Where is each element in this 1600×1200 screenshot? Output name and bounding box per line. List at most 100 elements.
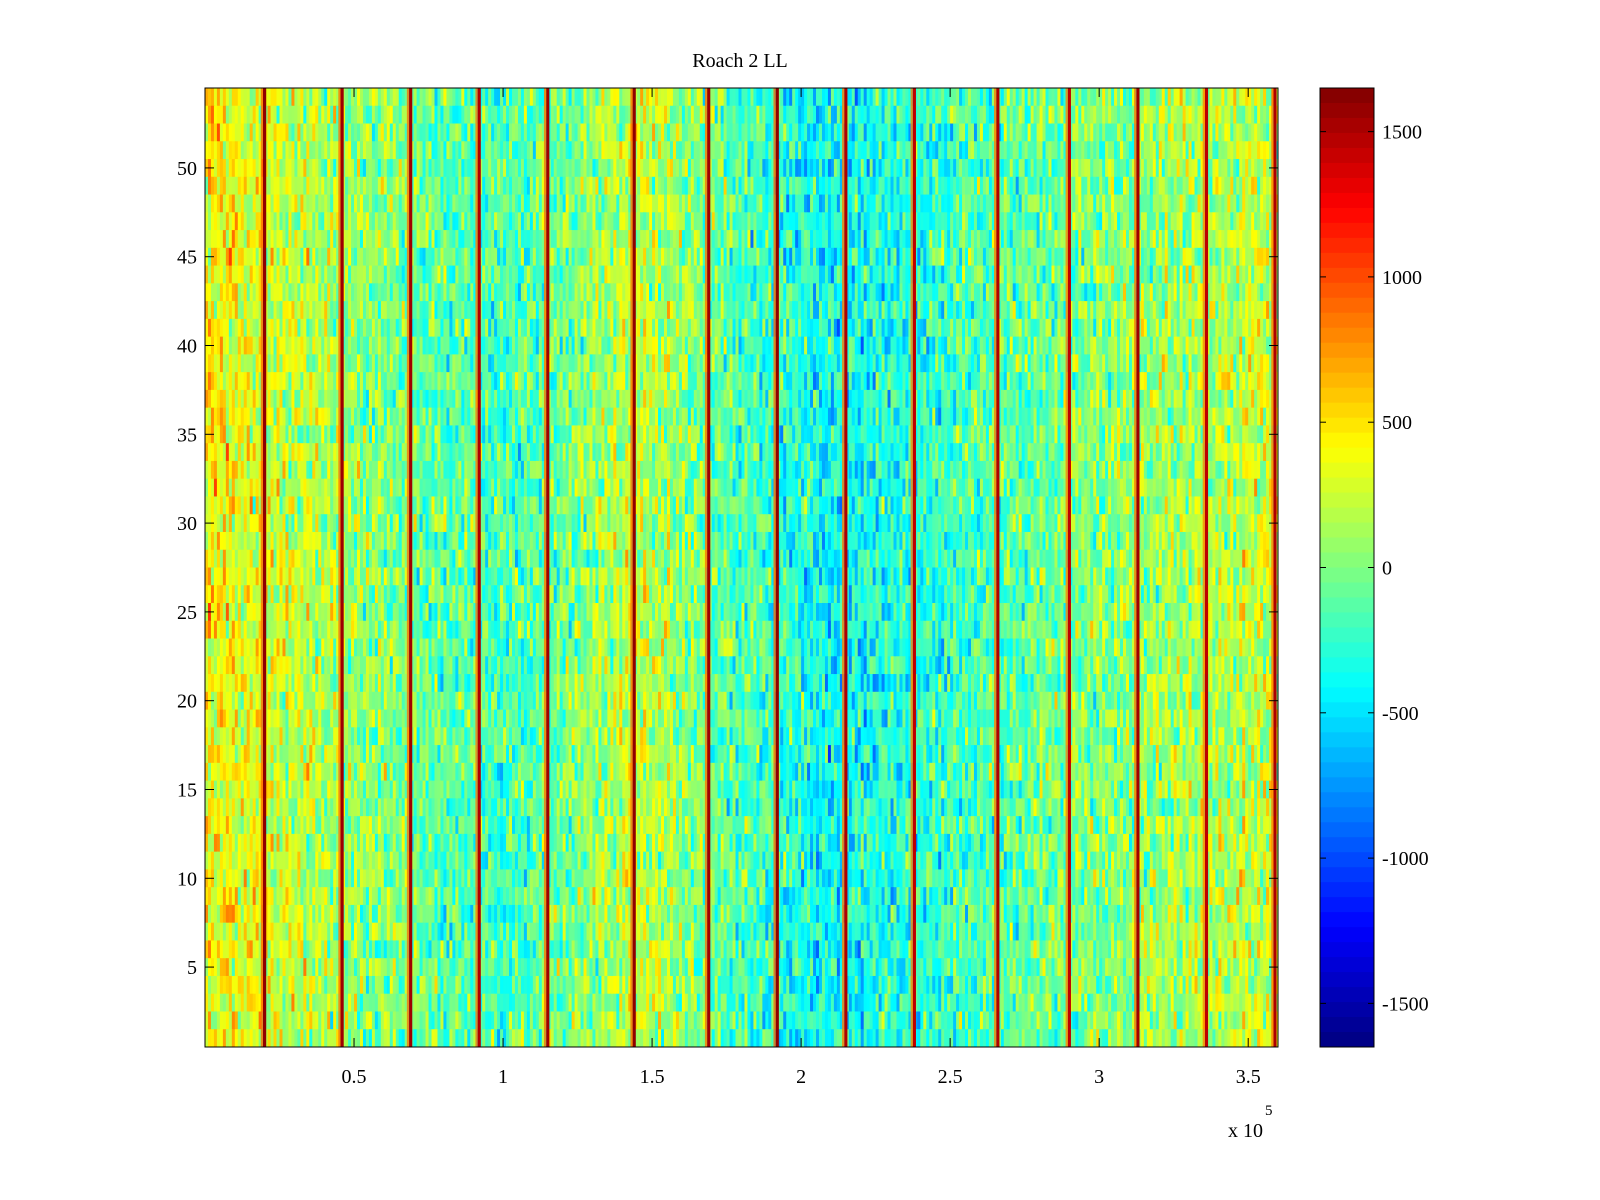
heatmap-cell: [479, 194, 483, 213]
heatmap-cell: [297, 212, 301, 231]
heatmap-cell: [279, 159, 284, 178]
heatmap-cell: [216, 194, 221, 213]
heatmap-cell: [902, 212, 907, 231]
heatmap-cell: [309, 194, 313, 213]
heatmap-cell: [845, 123, 850, 142]
heatmap-cell: [1075, 194, 1079, 213]
heatmap-cell: [699, 265, 704, 284]
heatmap-cell: [818, 247, 823, 267]
heatmap-cell: [914, 159, 918, 178]
heatmap-cell: [923, 194, 927, 213]
heatmap-cell: [735, 141, 740, 160]
heatmap-cell: [905, 230, 910, 249]
heatmap-cell: [517, 141, 522, 160]
heatmap-cell: [810, 194, 814, 213]
heatmap-cell: [845, 105, 850, 125]
heatmap-cell: [589, 265, 594, 284]
heatmap-cell: [359, 265, 364, 284]
heatmap-cell: [658, 123, 662, 142]
heatmap-cell: [1152, 105, 1157, 125]
heatmap-cell: [968, 194, 972, 213]
heatmap-cell: [869, 230, 874, 249]
heatmap-cell: [303, 194, 307, 213]
heatmap-cell: [506, 247, 510, 267]
heatmap-cell: [503, 265, 507, 284]
heatmap-cell: [965, 88, 969, 107]
heatmap-cell: [1161, 105, 1166, 125]
heatmap-cell: [985, 141, 990, 160]
heatmap-cell: [213, 159, 218, 178]
heatmap-cell: [675, 265, 680, 284]
heatmap-cell: [205, 88, 209, 107]
heatmap-cell: [538, 88, 543, 107]
heatmap-cell: [354, 194, 358, 213]
heatmap-cell: [979, 141, 984, 160]
heatmap-cell: [979, 247, 984, 267]
heatmap-cell: [1164, 212, 1169, 231]
heatmap-cell: [625, 176, 629, 196]
heatmap-cell: [273, 105, 278, 125]
heatmap-cell: [485, 194, 489, 213]
heatmap-cell: [878, 230, 883, 249]
heatmap-cell: [1266, 88, 1270, 107]
heatmap-cell: [959, 159, 963, 178]
heatmap-cell: [818, 265, 823, 284]
heatmap-cell: [821, 265, 826, 284]
heatmap-cell: [908, 247, 912, 267]
heatmap-cell: [765, 194, 769, 213]
heatmap-cell: [452, 123, 456, 142]
heatmap-cell: [887, 123, 892, 142]
heatmap-cell: [306, 141, 310, 160]
heatmap-cell: [1260, 159, 1264, 178]
heatmap-cell: [729, 105, 734, 125]
heatmap-cell: [672, 265, 677, 284]
heatmap-cell: [1012, 141, 1017, 160]
heatmap-cell: [637, 176, 641, 196]
heatmap-cell: [1155, 212, 1160, 231]
heatmap-cell: [684, 194, 689, 213]
heatmap-cell: [717, 194, 722, 213]
heatmap-cell: [1114, 247, 1118, 267]
heatmap-cell: [297, 159, 301, 178]
heatmap-cell: [282, 212, 287, 231]
heatmap-cell: [851, 105, 856, 125]
heatmap-cell: [205, 123, 209, 142]
heatmap-cell: [470, 159, 474, 178]
heatmap-cell: [1224, 159, 1228, 178]
heatmap-cell: [249, 159, 254, 178]
heatmap-cell: [249, 123, 254, 142]
heatmap-cell: [330, 212, 334, 231]
heatmap-cell: [449, 247, 453, 267]
heatmap-cell: [431, 141, 436, 160]
heatmap-cell: [932, 194, 936, 213]
heatmap-cell: [863, 88, 868, 107]
heatmap-cell: [351, 265, 355, 284]
heatmap-cell: [616, 141, 620, 160]
heatmap-cell: [520, 212, 525, 231]
heatmap-cell: [586, 212, 591, 231]
heatmap-cell: [601, 176, 605, 196]
heatmap-cell: [1197, 159, 1202, 178]
heatmap-cell: [473, 105, 477, 125]
heatmap-cell: [941, 123, 945, 142]
heatmap-cell: [932, 176, 936, 196]
heatmap-cell: [374, 123, 379, 142]
heatmap-cell: [440, 105, 445, 125]
heatmap-cell: [881, 230, 886, 249]
heatmap-cell: [899, 212, 904, 231]
heatmap-cell: [312, 194, 316, 213]
heatmap-cell: [514, 88, 519, 107]
heatmap-cell: [550, 230, 555, 249]
heatmap-cell: [1051, 105, 1056, 125]
heatmap-cell: [1251, 105, 1255, 125]
heatmap-cell: [380, 176, 385, 196]
heatmap-cell: [404, 159, 409, 178]
heatmap-cell: [571, 212, 576, 231]
heatmap-cell: [255, 141, 260, 160]
heatmap-cell: [1176, 176, 1181, 196]
heatmap-cell: [976, 247, 981, 267]
heatmap-cell: [771, 105, 775, 125]
heatmap-cell: [431, 159, 436, 178]
heatmap-cell: [726, 212, 731, 231]
heatmap-cell: [637, 123, 641, 142]
